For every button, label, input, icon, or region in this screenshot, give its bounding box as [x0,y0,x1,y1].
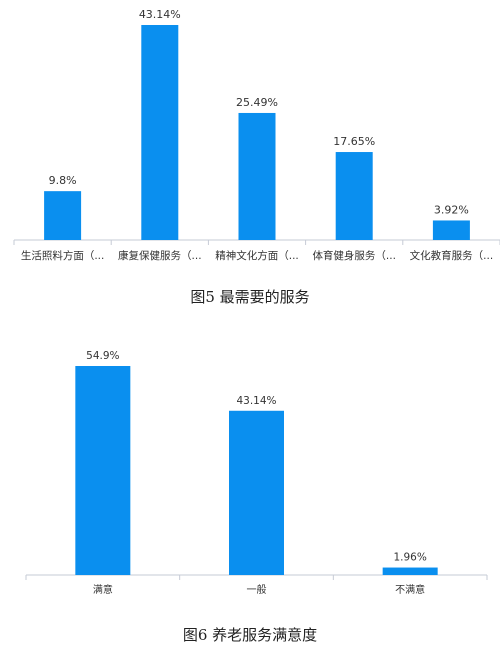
bar [335,152,373,240]
data-label: 43.14% [236,395,276,407]
category-label: 生活照料方面（... [21,249,105,262]
chart-caption-services: 图5 最需要的服务 [190,288,310,306]
bar [75,366,131,575]
category-label: 一般 [247,583,267,596]
bar [238,112,276,240]
data-label: 17.65% [333,135,375,148]
data-label: 9.8% [49,174,77,187]
category-label: 满意 [93,583,113,596]
category-label: 精神文化方面（... [215,249,299,262]
category-label: 体育健身服务（... [312,249,396,262]
bar [141,25,179,240]
data-label: 43.14% [139,8,181,21]
bar [229,410,284,575]
category-label: 康复保健服务（... [118,249,202,262]
data-label: 1.96% [393,552,426,564]
chart-most-needed-services: 9.8% 生活照料方面（... 43.14% 康复保健服务（... 25.49% 精神文化… [13,8,500,262]
chart-satisfaction: 54.9% 满意 43.14% 一般 1.96% 不满意 [25,350,488,596]
data-label: 54.9% [86,350,119,362]
bar [44,191,82,240]
category-label: 文化教育服务（... [410,249,494,262]
data-label: 3.92% [434,203,469,216]
bar [382,567,438,575]
data-label: 25.49% [236,96,278,109]
category-label: 不满意 [395,583,425,596]
bar [432,220,470,240]
chart-caption-satisfaction: 图6 养老服务满意度 [182,626,318,644]
